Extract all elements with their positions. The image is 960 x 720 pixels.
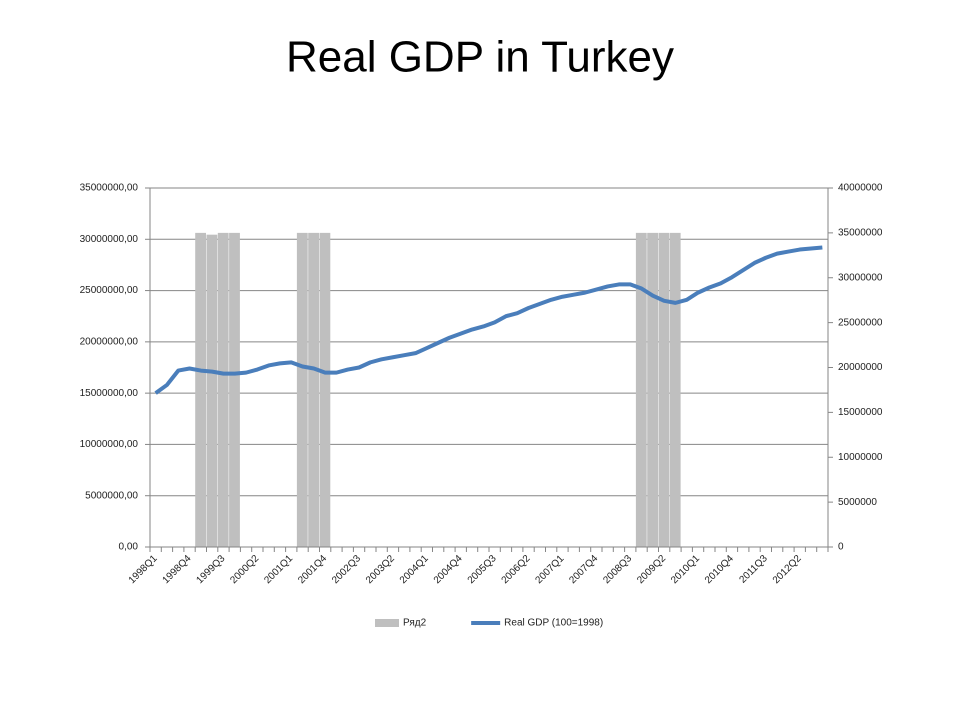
bar bbox=[195, 232, 206, 547]
legend-label: Ряд2 bbox=[403, 618, 427, 629]
y-tick-label: 10000000,00 bbox=[80, 439, 139, 450]
y2-tick-label: 10000000 bbox=[838, 452, 883, 463]
bar bbox=[206, 234, 218, 548]
y-tick-label: 30000000,00 bbox=[80, 234, 139, 245]
y2-tick-label: 25000000 bbox=[838, 317, 883, 328]
legend-label: Real GDP (100=1998) bbox=[504, 618, 603, 629]
x-tick-label: 2005Q3 bbox=[466, 553, 499, 586]
x-tick-label: 2000Q2 bbox=[228, 553, 261, 586]
x-tick-label: 2003Q2 bbox=[364, 553, 397, 586]
bar bbox=[669, 232, 681, 547]
x-tick-label: 2008Q3 bbox=[601, 553, 634, 586]
line bbox=[154, 245, 823, 395]
y2-tick-label: 20000000 bbox=[838, 362, 883, 373]
y2-tick-label: 35000000 bbox=[838, 228, 883, 239]
x-tick-label: 2009Q2 bbox=[635, 553, 668, 586]
x-tick-label: 2010Q4 bbox=[703, 553, 736, 586]
y2-tick-label: 5000000 bbox=[838, 497, 877, 508]
x-tick-label: 2007Q1 bbox=[533, 553, 566, 586]
x-tick-label: 1998Q1 bbox=[127, 553, 160, 586]
y-tick-label: 5000000,00 bbox=[85, 490, 138, 501]
y-tick-label: 25000000,00 bbox=[80, 285, 139, 296]
x-tick-label: 1999Q3 bbox=[194, 553, 227, 586]
bar bbox=[658, 232, 670, 547]
x-tick-label: 2006Q2 bbox=[500, 553, 533, 586]
y2-tick-label: 30000000 bbox=[838, 272, 883, 283]
y2-tick-label: 40000000 bbox=[838, 183, 883, 194]
bar bbox=[217, 232, 229, 547]
x-tick-label: 2001Q1 bbox=[262, 553, 295, 586]
x-tick-label: 2004Q4 bbox=[432, 553, 465, 586]
y-tick-label: 0,00 bbox=[119, 542, 139, 553]
y2-tick-label: 15000000 bbox=[838, 407, 883, 418]
bar bbox=[308, 232, 319, 547]
bar bbox=[319, 232, 331, 547]
legend-swatch bbox=[375, 619, 399, 627]
y2-tick-label: 0 bbox=[838, 542, 844, 553]
x-tick-label: 2001Q4 bbox=[296, 553, 329, 586]
x-tick-label: 1998Q4 bbox=[161, 553, 194, 586]
chart-title: Real GDP in Turkey bbox=[286, 33, 674, 82]
y-tick-label: 15000000,00 bbox=[80, 388, 139, 399]
x-tick-label: 2007Q4 bbox=[567, 553, 600, 586]
x-tick-label: 2012Q2 bbox=[771, 553, 804, 586]
bar bbox=[647, 232, 658, 547]
x-tick-label: 2002Q3 bbox=[330, 553, 363, 586]
bar bbox=[296, 232, 308, 547]
y-tick-label: 35000000,00 bbox=[80, 183, 139, 194]
x-tick-label: 2004Q1 bbox=[398, 553, 431, 586]
y-tick-label: 20000000,00 bbox=[80, 336, 139, 347]
x-tick-label: 2011Q3 bbox=[737, 553, 770, 586]
bar bbox=[635, 232, 647, 547]
x-tick-label: 2010Q1 bbox=[669, 553, 702, 586]
bar bbox=[229, 232, 240, 547]
